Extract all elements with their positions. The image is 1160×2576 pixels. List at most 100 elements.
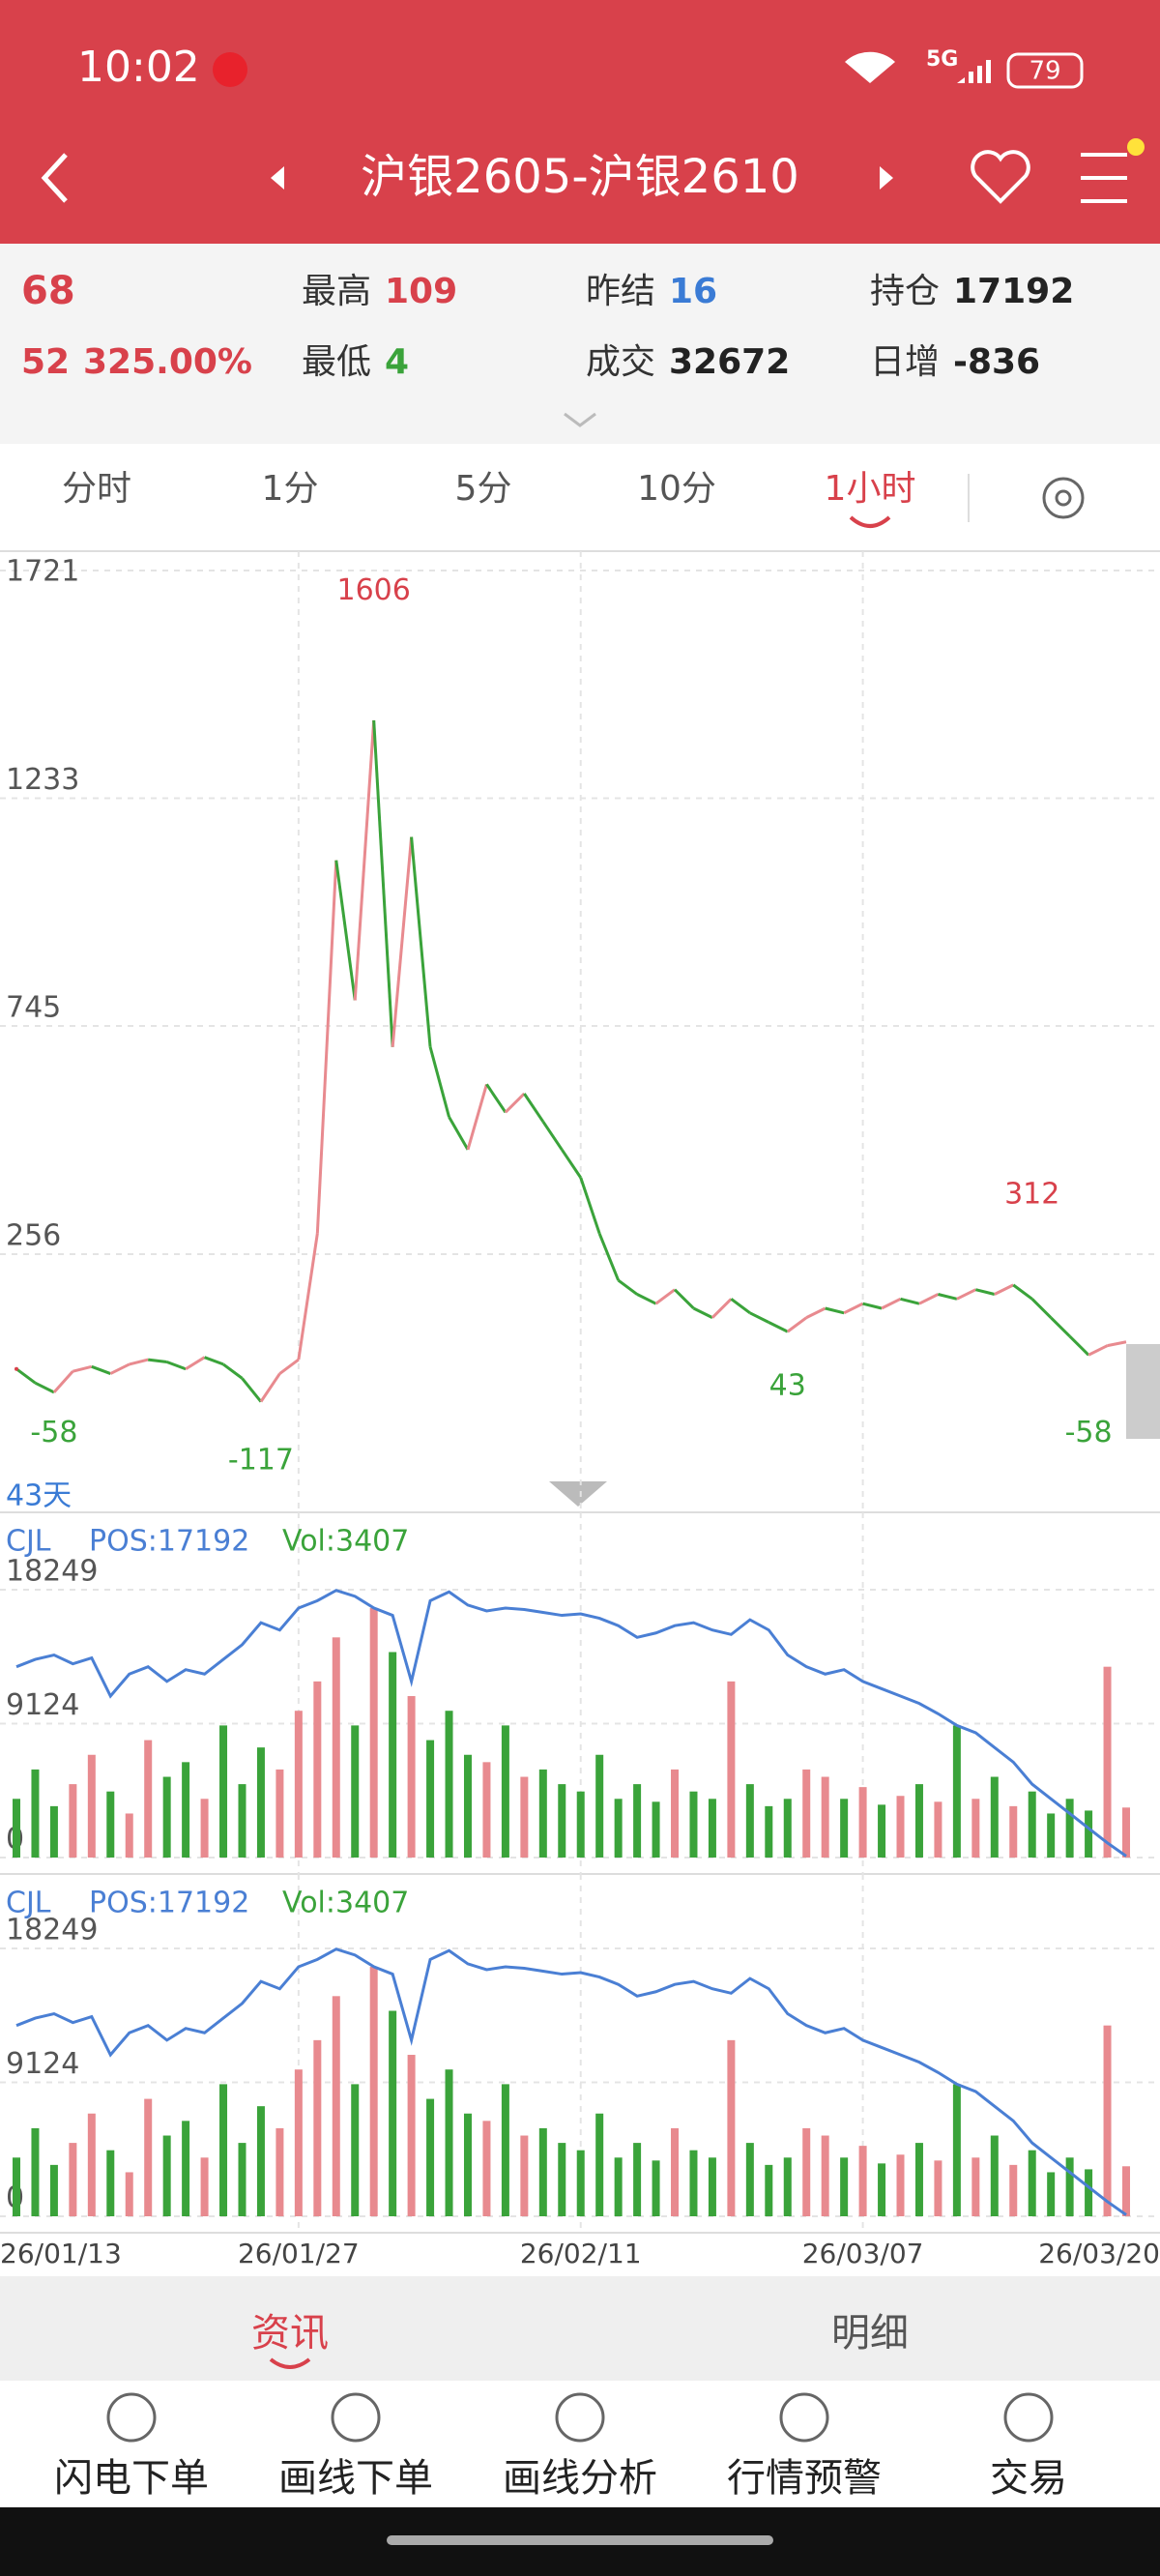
- volume-bar: [389, 2010, 397, 2216]
- price-segment: [148, 1358, 167, 1363]
- volume-bar: [31, 2127, 40, 2216]
- info-tab[interactable]: 明细: [831, 2311, 909, 2356]
- period-tab[interactable]: 5分: [455, 469, 512, 509]
- period-tabs: [0, 444, 1160, 551]
- period-tab[interactable]: 10分: [637, 469, 716, 509]
- volume-bar: [332, 1996, 340, 2216]
- volume-bar: [106, 2150, 115, 2216]
- price-segment: [315, 860, 338, 1234]
- volume-bar: [369, 1607, 378, 1858]
- toolbar-label[interactable]: 闪电下单: [54, 2456, 209, 2501]
- volume-bar: [538, 1769, 547, 1858]
- volume-bar: [162, 2135, 171, 2216]
- volume-bar: [351, 2084, 360, 2216]
- price-segment: [541, 1121, 564, 1151]
- volume-bar: [125, 2172, 133, 2216]
- period-tab[interactable]: 1小时: [825, 469, 916, 509]
- y-tick-label: 745: [6, 991, 61, 1025]
- toolbar-label[interactable]: 画线下单: [278, 2456, 433, 2501]
- price-segment: [918, 1293, 940, 1305]
- volume-bar: [614, 1799, 623, 1858]
- volume-bar: [896, 1796, 905, 1858]
- volume-bar: [858, 1787, 867, 1858]
- volume-bar: [614, 2157, 623, 2216]
- volume-bar: [407, 2055, 416, 2216]
- prev-contract[interactable]: [271, 166, 284, 190]
- volume-bar: [878, 2163, 886, 2216]
- price-segment: [334, 860, 357, 1001]
- price-segment: [974, 1288, 996, 1296]
- volume-bar: [802, 2127, 811, 2216]
- volume-bar: [1028, 1791, 1036, 1858]
- price-segment: [825, 1306, 845, 1315]
- price-segment: [881, 1297, 902, 1310]
- back-button[interactable]: [41, 153, 68, 203]
- volume-bar: [332, 1637, 340, 1858]
- volume-bar: [219, 1725, 228, 1858]
- settings-button[interactable]: [1042, 477, 1085, 519]
- price-segment: [730, 1298, 751, 1315]
- volume-bar: [934, 1801, 942, 1858]
- price-segment: [749, 1311, 769, 1324]
- volume-bar: [144, 1740, 153, 1858]
- volume-bar: [633, 2143, 642, 2216]
- volume-bar: [1047, 2172, 1056, 2216]
- wifi-icon: [845, 51, 895, 83]
- volume-bar: [162, 1776, 171, 1858]
- volume-bar: [144, 2098, 153, 2216]
- toolbar-label[interactable]: 交易: [990, 2456, 1067, 2501]
- volume-bar: [745, 1784, 754, 1858]
- volume-bar: [294, 1711, 303, 1858]
- info-tab[interactable]: 资讯: [251, 2311, 329, 2356]
- period-tab[interactable]: 分时: [62, 469, 131, 509]
- volume-bar: [576, 1791, 585, 1858]
- volume-bar: [783, 1799, 792, 1858]
- extreme-label: -58: [1065, 1416, 1113, 1449]
- collapse-button[interactable]: [549, 1481, 607, 1507]
- volume-bar: [840, 2157, 849, 2216]
- side-handle[interactable]: [1126, 1344, 1160, 1439]
- volume-bar: [990, 2135, 999, 2216]
- volume-bar: [313, 1681, 322, 1858]
- contract-title: 沪银2605-沪银2610: [361, 150, 799, 204]
- price-segment: [166, 1361, 187, 1371]
- volume-bar: [802, 1769, 811, 1858]
- next-contract[interactable]: [880, 166, 893, 190]
- quote-label: 最低: [302, 342, 371, 382]
- toolbar-label[interactable]: 画线分析: [503, 2456, 657, 2501]
- volume-bar: [727, 2039, 736, 2216]
- price-segment: [204, 1356, 224, 1366]
- price-segment: [391, 836, 414, 1047]
- price-segment: [768, 1321, 789, 1333]
- menu-badge: [1127, 138, 1145, 156]
- volume-bar: [276, 1769, 284, 1858]
- price-segment: [372, 719, 394, 1047]
- volume-bar: [878, 1804, 886, 1858]
- volume-bar: [407, 1696, 416, 1858]
- volume-bar: [49, 1805, 58, 1858]
- volume-bar: [125, 1813, 133, 1858]
- volume-bar: [1122, 2166, 1130, 2216]
- y-tick-label: 18249: [6, 1555, 98, 1589]
- battery-level: 79: [1029, 57, 1060, 86]
- toolbar-label[interactable]: 行情预警: [727, 2456, 882, 2501]
- price-segment: [185, 1356, 206, 1371]
- price-segment: [561, 1149, 582, 1179]
- menu-button[interactable]: [1081, 153, 1127, 203]
- quote-value: 17192: [953, 272, 1074, 311]
- favorite-button[interactable]: [971, 150, 1030, 204]
- expand-button[interactable]: [564, 412, 596, 427]
- volume-bar: [69, 1784, 77, 1858]
- period-tab[interactable]: 1分: [262, 469, 319, 509]
- price-segment: [410, 836, 432, 1047]
- price-segment: [1012, 1283, 1033, 1301]
- toolbar-icon: [331, 2392, 381, 2443]
- volume-bar: [765, 2164, 773, 2216]
- volume-bar: [313, 2039, 322, 2216]
- x-tick-label: 26/03/20: [1038, 2238, 1160, 2269]
- volume-bar: [633, 1784, 642, 1858]
- volume-bar: [482, 1762, 491, 1858]
- price-segment: [1050, 1316, 1071, 1338]
- battery-icon: [1006, 52, 1084, 89]
